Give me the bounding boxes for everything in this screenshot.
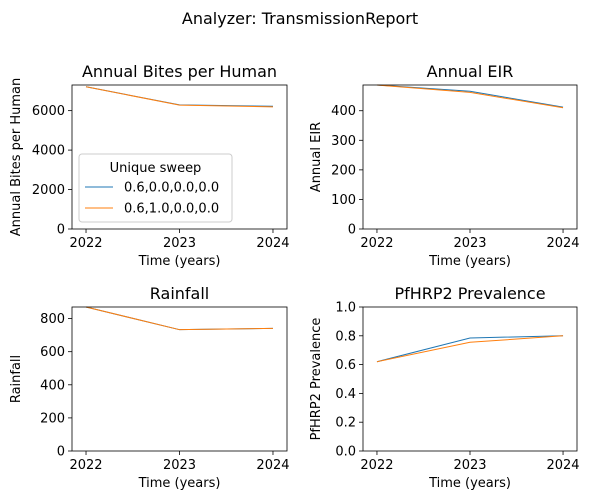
legend-label-1: 0.6,0.0,0.0,0.0 [124,181,219,196]
y-tick-label: 600 [40,345,65,360]
y-tick-label: 200 [40,411,65,426]
x-tick-label: 2024 [256,458,289,473]
y-tick-label: 0.2 [335,416,356,431]
x-tick-label: 2022 [69,458,102,473]
y-tick-label: 0.6 [335,358,356,373]
panel-title: Rainfall [150,284,209,303]
y-tick-label: 300 [331,134,356,149]
series-line-1 [85,306,273,331]
axes-frame [362,84,578,230]
y-tick-label: 0.4 [335,387,356,402]
legend-title: Unique sweep [110,161,202,176]
y-tick-label: 4000 [32,144,65,159]
figure-title: Analyzer: TransmissionReport [182,9,418,28]
panel-1: Annual Bites per Human 2022 2023 2024 0 2000 4… [9,62,290,269]
y-tick-label: 200 [331,163,356,178]
x-tick-label: 2023 [163,458,196,473]
x-tick-label: 2024 [256,236,289,251]
legend-label-2: 0.6,1.0,0.0,0.0 [124,202,219,217]
y-axis-label: Annual Bites per Human [9,78,24,236]
x-tick-label: 2024 [546,236,579,251]
x-tick-label: 2022 [69,236,102,251]
x-axis-label: Time (years) [428,254,511,269]
y-tick-label: 400 [40,378,65,393]
y-axis-label: PfHRP2 Prevalence [309,318,324,441]
panel-4: PfHRP2 Prevalence 2022 2023 2024 0.0 0.2 0.4 0.… [309,284,580,491]
x-axis-label: Time (years) [138,254,221,269]
series-line-1 [376,335,564,363]
legend: Unique sweep 0.6,0.0,0.0,0.0 0.6,1.0,0.0,0… [78,153,233,223]
x-tick-label: 2024 [546,458,579,473]
y-tick-label: 0 [57,223,65,238]
x-tick-label: 2022 [360,458,393,473]
series-line-2 [85,86,273,108]
y-axis-label: Rainfall [9,355,24,403]
legend-box [78,153,233,223]
y-tick-label: 0 [348,223,356,238]
x-axis-label: Time (years) [138,476,221,491]
y-tick-label: 400 [331,104,356,119]
series-line-2 [376,335,564,363]
panel-title: Annual EIR [427,62,514,81]
x-tick-label: 2022 [360,236,393,251]
axes-frame [362,306,578,452]
y-tick-label: 6000 [32,104,65,119]
series-line-2 [85,306,273,331]
y-tick-label: 1.0 [335,301,356,316]
y-tick-label: 0 [57,445,65,460]
series-line-2 [376,84,564,109]
x-tick-label: 2023 [453,458,486,473]
x-tick-label: 2023 [453,236,486,251]
y-tick-label: 0.8 [335,329,356,344]
y-tick-label: 0.0 [335,445,356,460]
panel-3: Rainfall 2022 2023 2024 0 200 400 600 800 Time (y… [9,284,290,491]
y-axis-label: Annual EIR [309,122,324,192]
series-line-1 [376,84,564,108]
panel-title: Annual Bites per Human [82,62,277,81]
axes-frame [71,84,288,230]
series-line-1 [85,86,273,107]
x-tick-label: 2023 [163,236,196,251]
x-axis-label: Time (years) [428,476,511,491]
panel-title: PfHRP2 Prevalence [394,284,545,303]
y-tick-label: 2000 [32,183,65,198]
y-tick-label: 800 [40,312,65,327]
panel-2: Annual EIR 2022 2023 2024 0 100 200 300 400 Time … [309,62,580,269]
y-tick-label: 100 [331,193,356,208]
axes-frame [71,306,288,452]
